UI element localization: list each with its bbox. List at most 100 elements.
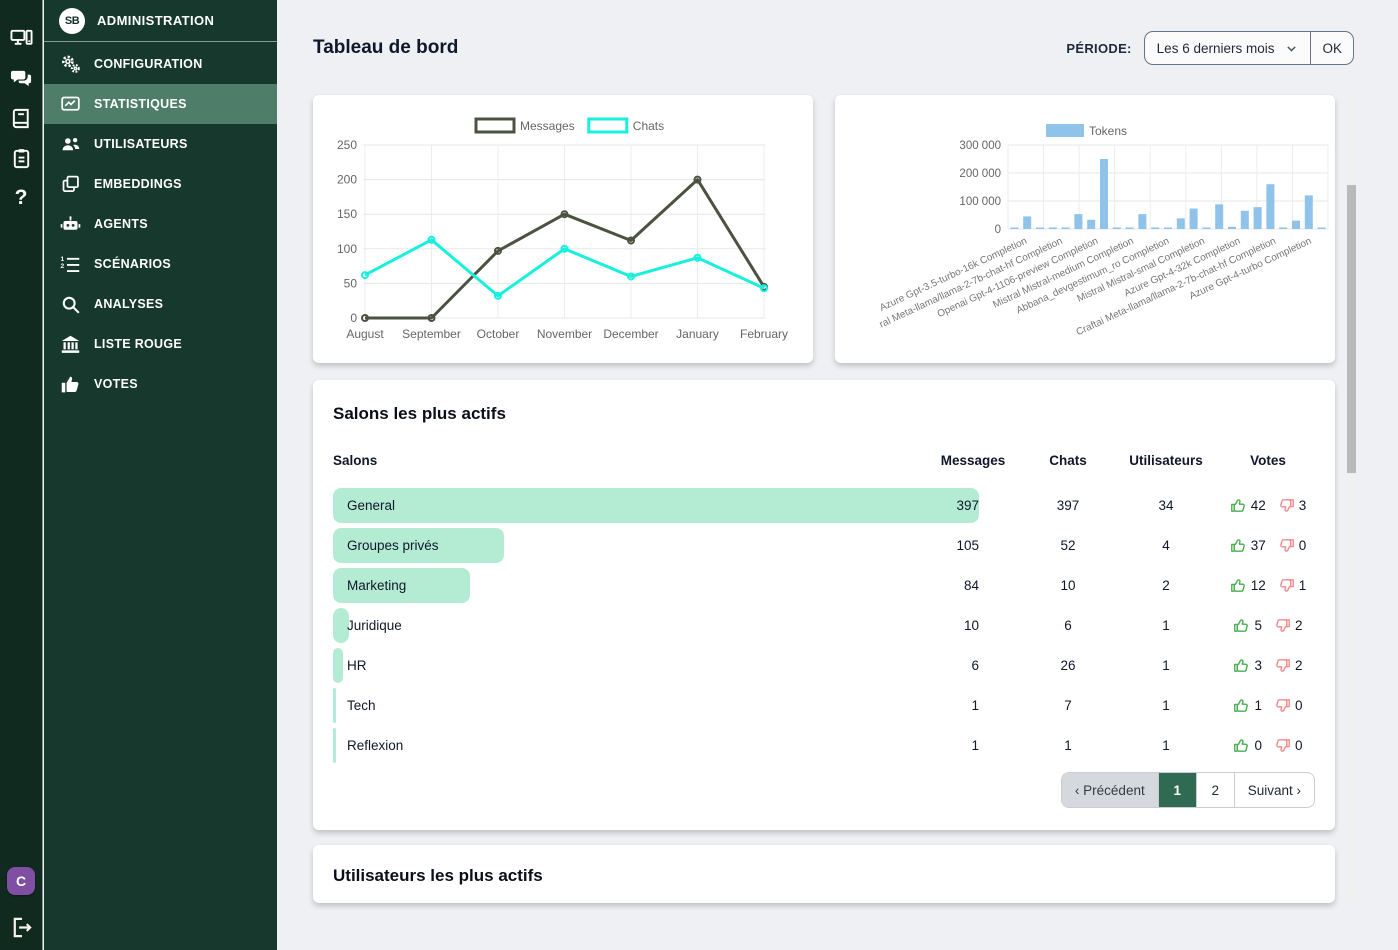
sidebar-item-analyses[interactable]: ANALYSES <box>44 284 277 324</box>
votes-cell: 12 1 <box>1205 566 1331 605</box>
upvotes: 42 <box>1230 497 1266 514</box>
chats-value: 26 <box>1060 658 1076 673</box>
pagination-prev-button[interactable]: ‹ Précédent <box>1061 773 1159 807</box>
chats-value: 6 <box>1064 618 1072 633</box>
salons-card: Salons les plus actifs Salons Messages C… <box>313 380 1335 830</box>
utilisateurs-value: 2 <box>1162 578 1170 593</box>
users-icon <box>60 134 81 155</box>
thumb-down-icon <box>1274 697 1291 714</box>
sidebar-item-label: EMBEDDINGS <box>94 177 182 191</box>
legend-item-messages[interactable]: Messages <box>474 117 575 134</box>
messages-chats-chart-card: 0 50 100 150 200 250 August September October Nov… <box>313 95 813 363</box>
clipboard-icon[interactable] <box>9 146 33 170</box>
thumb-down-icon <box>1278 497 1295 514</box>
sidebar-item-agents[interactable]: AGENTS <box>44 204 277 244</box>
utilisateurs-value: 1 <box>1162 698 1170 713</box>
svg-text:300 000: 300 000 <box>959 140 1001 152</box>
pagination-page-1[interactable]: 1 <box>1158 773 1197 807</box>
sidebar-item-embeddings[interactable]: EMBEDDINGS <box>44 164 277 204</box>
salon-activity-bar <box>333 648 343 683</box>
sidebar-header-administration[interactable]: SB ADMINISTRATION <box>44 0 277 42</box>
votes-cell: 42 3 <box>1205 486 1331 525</box>
pagination-page-2[interactable]: 2 <box>1197 773 1235 807</box>
period-selected-value: Les 6 derniers mois <box>1156 40 1275 56</box>
thumb-up-icon <box>1230 577 1247 594</box>
messages-value: 397 <box>956 498 979 513</box>
sidebar-item-label: SCÉNARIOS <box>94 257 172 271</box>
sidebar-item-liste-rouge[interactable]: LISTE ROUGE <box>44 324 277 364</box>
salons-title: Salons les plus actifs <box>333 404 506 423</box>
table-row-groupes-prives[interactable]: Groupes privés 105 52 4 37 0 <box>333 526 1315 566</box>
period-ok-button[interactable]: OK <box>1310 32 1353 64</box>
scrollbar-thumb[interactable] <box>1347 185 1356 473</box>
tokens-chart-card: 0 100 000 200 000 300 000 Azure Gpt-3.5-turb… <box>835 95 1335 363</box>
thumb-down-icon <box>1274 617 1291 634</box>
upvotes: 5 <box>1233 617 1262 634</box>
utilisateurs-value: 1 <box>1162 618 1170 633</box>
table-row-reflexion[interactable]: Reflexion 1 1 1 0 0 <box>333 726 1315 766</box>
column-header-votes: Votes <box>1250 453 1286 468</box>
svg-text:200 000: 200 000 <box>959 168 1001 180</box>
period-control: PÉRIODE: Les 6 derniers mois OK <box>1066 31 1354 65</box>
period-select[interactable]: Les 6 derniers mois <box>1145 32 1311 64</box>
thumb-down-icon <box>1278 537 1295 554</box>
downvotes: 0 <box>1278 537 1306 554</box>
svg-text:250: 250 <box>337 138 357 152</box>
table-row-tech[interactable]: Tech 1 7 1 1 0 <box>333 686 1315 726</box>
svg-text:Tokens: Tokens <box>1089 124 1127 138</box>
icon-rail: ? C <box>0 0 43 950</box>
messages-value: 1 <box>971 698 979 713</box>
utilisateurs-value: 34 <box>1158 498 1174 513</box>
sidebar-item-votes[interactable]: VOTES <box>44 364 277 404</box>
table-row-juridique[interactable]: Juridique 10 6 1 5 2 <box>333 606 1315 646</box>
book-icon[interactable] <box>9 106 33 130</box>
svg-text:100: 100 <box>337 242 357 256</box>
column-header-salons: Salons <box>333 453 378 468</box>
salon-name: Marketing <box>347 578 407 593</box>
logout-icon[interactable] <box>10 916 33 939</box>
chats-value: 1 <box>1064 738 1072 753</box>
column-header-utilisateurs: Utilisateurs <box>1129 453 1203 468</box>
main-content: Tableau de bord PÉRIODE: Les 6 derniers … <box>277 0 1398 950</box>
vertical-scrollbar[interactable] <box>1347 95 1356 903</box>
chats-value: 7 <box>1064 698 1072 713</box>
user-avatar[interactable]: C <box>7 867 35 895</box>
sidebar-item-label: ANALYSES <box>94 297 164 311</box>
sidebar-item-label: VOTES <box>94 377 138 391</box>
sidebar-item-scenarios[interactable]: 1 2 SCÉNARIOS <box>44 244 277 284</box>
upvotes: 3 <box>1233 657 1262 674</box>
help-icon[interactable]: ? <box>14 186 28 209</box>
svg-text:November: November <box>537 327 592 341</box>
sidebar-item-statistiques[interactable]: STATISTIQUES <box>44 84 277 124</box>
table-row-marketing[interactable]: Marketing 84 10 2 12 1 <box>333 566 1315 606</box>
salon-name: Juridique <box>347 618 402 633</box>
thumb-up-icon <box>1233 617 1250 634</box>
chat-bubbles-icon[interactable] <box>9 66 33 90</box>
svg-text:September: September <box>402 327 461 341</box>
thumb-up-icon <box>1233 737 1250 754</box>
salon-activity-bar <box>333 488 979 523</box>
table-row-general[interactable]: General 397 397 34 42 3 <box>333 486 1315 526</box>
svg-text:100 000: 100 000 <box>959 196 1001 208</box>
pagination-next-button[interactable]: Suivant › <box>1247 782 1301 798</box>
utilisateurs-value: 4 <box>1162 538 1170 553</box>
legend-item-tokens[interactable]: Tokens <box>1046 124 1127 138</box>
copy-icon <box>60 174 81 195</box>
table-row-hr[interactable]: HR 6 26 1 3 2 <box>333 646 1315 686</box>
sidebar-item-configuration[interactable]: CONFIGURATION <box>44 44 277 84</box>
chevron-down-icon <box>1287 45 1297 52</box>
legend-item-chats[interactable]: Chats <box>587 117 664 134</box>
sidebar-item-label: UTILISATEURS <box>94 137 188 151</box>
svg-text:February: February <box>740 327 788 341</box>
sidebar-item-label: LISTE ROUGE <box>94 337 183 351</box>
downvotes: 3 <box>1278 497 1306 514</box>
workstation-icon[interactable] <box>9 26 33 50</box>
sidebar-items: CONFIGURATION STATISTIQUES UTILISATEURS EMB… <box>44 42 277 404</box>
sidebar-item-label: STATISTIQUES <box>94 97 187 111</box>
sidebar-item-utilisateurs[interactable]: UTILISATEURS <box>44 124 277 164</box>
sidebar-header-label: ADMINISTRATION <box>97 13 215 28</box>
